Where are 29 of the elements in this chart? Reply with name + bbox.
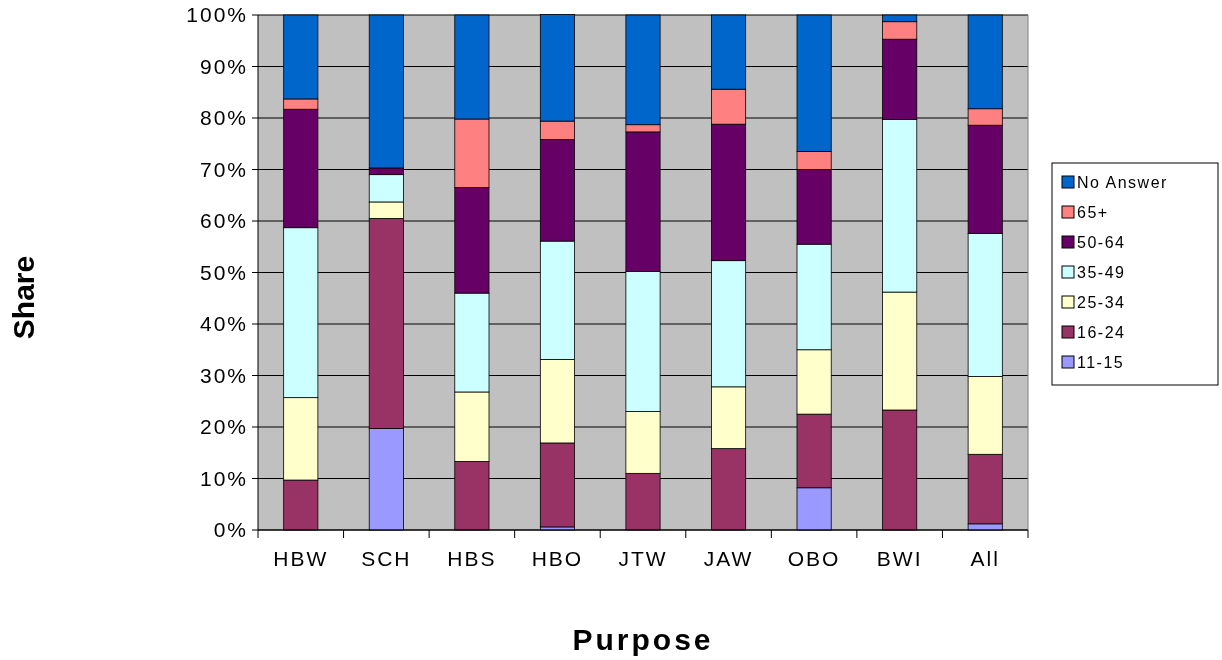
y-tick-label: 100% <box>186 3 248 27</box>
y-tick-label: 30% <box>199 363 248 387</box>
x-tick-label: JAW <box>703 547 754 570</box>
legend-label: 11-15 <box>1077 353 1125 371</box>
x-tick-label: JTW <box>618 547 668 570</box>
x-tick-label: SCH <box>361 547 412 570</box>
legend-label: 25-34 <box>1077 293 1126 311</box>
y-tick-label: 40% <box>199 312 248 336</box>
y-tick-label: 80% <box>199 106 248 130</box>
legend-label: 50-64 <box>1077 233 1126 251</box>
y-tick-label: 0% <box>213 518 248 542</box>
legend-label: 65+ <box>1077 203 1109 221</box>
legend-label: No Answer <box>1077 173 1168 191</box>
x-tick-label: HBS <box>447 547 497 570</box>
y-tick-label: 20% <box>199 415 248 439</box>
legend-label: 16-24 <box>1077 323 1126 341</box>
x-tick-label: All <box>970 547 1000 570</box>
legend-label: 35-49 <box>1077 263 1126 281</box>
y-tick-label: 10% <box>199 466 248 490</box>
x-tick-label: BWI <box>876 547 923 570</box>
y-axis-title: Share <box>7 255 40 340</box>
x-tick-label: OBO <box>787 547 841 570</box>
x-tick-label: HBO <box>531 547 584 570</box>
x-tick-label: HBW <box>273 547 329 570</box>
y-tick-label: 60% <box>199 209 248 233</box>
y-tick-label: 50% <box>199 260 248 284</box>
y-tick-label: 70% <box>199 157 248 181</box>
y-tick-label: 90% <box>199 54 248 78</box>
x-axis-title: Purpose <box>572 623 714 656</box>
